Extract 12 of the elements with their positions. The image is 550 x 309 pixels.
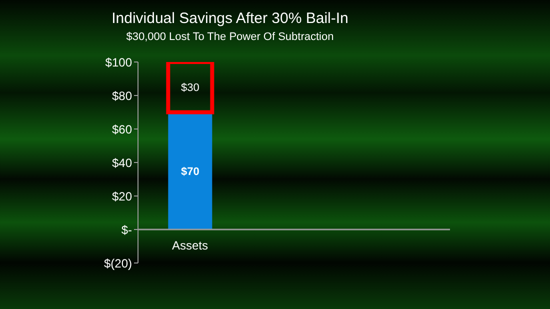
y-tick-label: $(20) bbox=[104, 256, 132, 270]
chart-title: Individual Savings After 30% Bail-In bbox=[110, 10, 350, 27]
data-label: $30 bbox=[180, 82, 200, 94]
y-tick-label: $- bbox=[121, 222, 132, 237]
chart-subtitle: $30,000 Lost To The Power Of Subtraction bbox=[125, 31, 335, 43]
y-tick-label: $100 bbox=[105, 55, 132, 70]
x-tick-label: Assets bbox=[172, 238, 208, 252]
y-tick-label: $20 bbox=[112, 189, 132, 204]
y-tick-label: $60 bbox=[112, 122, 132, 136]
y-tick-label: $80 bbox=[112, 88, 132, 103]
y-tick-label: $40 bbox=[112, 156, 132, 170]
data-label: $70 bbox=[180, 166, 200, 178]
